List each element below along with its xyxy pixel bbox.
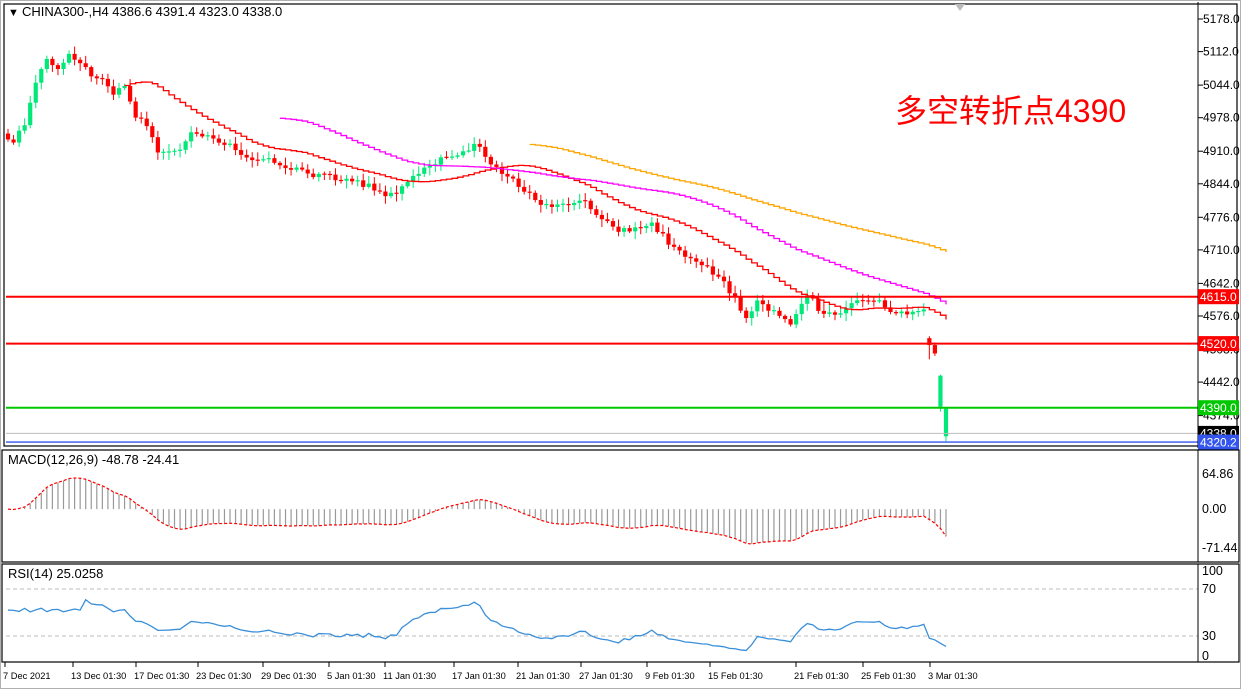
svg-text:13 Dec 01:30: 13 Dec 01:30 [71, 671, 126, 681]
svg-text:4442.0: 4442.0 [1203, 375, 1240, 389]
svg-text:11 Jan 01:30: 11 Jan 01:30 [383, 671, 436, 681]
svg-text:5112.0: 5112.0 [1203, 45, 1239, 59]
svg-text:100: 100 [1202, 564, 1223, 578]
svg-text:29 Dec 01:30: 29 Dec 01:30 [261, 671, 316, 681]
svg-text:21 Feb 01:30: 21 Feb 01:30 [794, 671, 849, 681]
svg-text:4390.0: 4390.0 [1200, 401, 1237, 415]
svg-text:多空转折点4390: 多空转折点4390 [895, 93, 1126, 129]
svg-text:3 Mar 01:30: 3 Mar 01:30 [928, 671, 978, 681]
svg-text:4642.0: 4642.0 [1203, 276, 1240, 290]
svg-text:15 Feb 01:30: 15 Feb 01:30 [708, 671, 763, 681]
svg-text:MACD(12,26,9) -48.78 -24.41: MACD(12,26,9) -48.78 -24.41 [8, 452, 179, 467]
svg-text:0: 0 [1202, 649, 1209, 663]
svg-text:4615.0: 4615.0 [1200, 290, 1237, 304]
svg-text:23 Dec 01:30: 23 Dec 01:30 [196, 671, 251, 681]
svg-text:17 Dec 01:30: 17 Dec 01:30 [134, 671, 189, 681]
svg-text:0.00: 0.00 [1202, 502, 1226, 516]
svg-text:7 Dec 2021: 7 Dec 2021 [3, 671, 51, 681]
svg-text:4910.0: 4910.0 [1203, 144, 1240, 158]
svg-text:27 Jan 01:30: 27 Jan 01:30 [579, 671, 633, 681]
svg-text:CHINA300-,H4 4386.6 4391.4 43: CHINA300-,H4 4386.6 4391.4 4323.0 4338.0 [22, 4, 282, 19]
svg-text:25 Feb 01:30: 25 Feb 01:30 [861, 671, 916, 681]
svg-text:5 Jan 01:30: 5 Jan 01:30 [327, 671, 376, 681]
svg-text:21 Jan 01:30: 21 Jan 01:30 [516, 671, 570, 681]
svg-text:17 Jan 01:30: 17 Jan 01:30 [452, 671, 506, 681]
svg-text:4844.0: 4844.0 [1203, 177, 1240, 191]
svg-text:5044.0: 5044.0 [1203, 78, 1240, 92]
svg-text:30: 30 [1202, 629, 1216, 643]
svg-text:4776.0: 4776.0 [1203, 210, 1240, 224]
svg-text:4520.0: 4520.0 [1200, 337, 1237, 351]
svg-text:70: 70 [1202, 582, 1216, 596]
svg-text:-71.44: -71.44 [1202, 541, 1237, 555]
svg-text:4320.2: 4320.2 [1200, 435, 1237, 449]
svg-text:4710.0: 4710.0 [1203, 243, 1240, 257]
svg-text:▼: ▼ [8, 7, 19, 19]
svg-text:RSI(14) 25.0258: RSI(14) 25.0258 [8, 566, 103, 581]
svg-text:4978.0: 4978.0 [1203, 111, 1240, 125]
svg-text:5178.0: 5178.0 [1203, 12, 1240, 26]
svg-text:4576.0: 4576.0 [1203, 309, 1240, 323]
svg-text:9 Feb 01:30: 9 Feb 01:30 [645, 671, 695, 681]
svg-text:64.86: 64.86 [1202, 467, 1233, 481]
